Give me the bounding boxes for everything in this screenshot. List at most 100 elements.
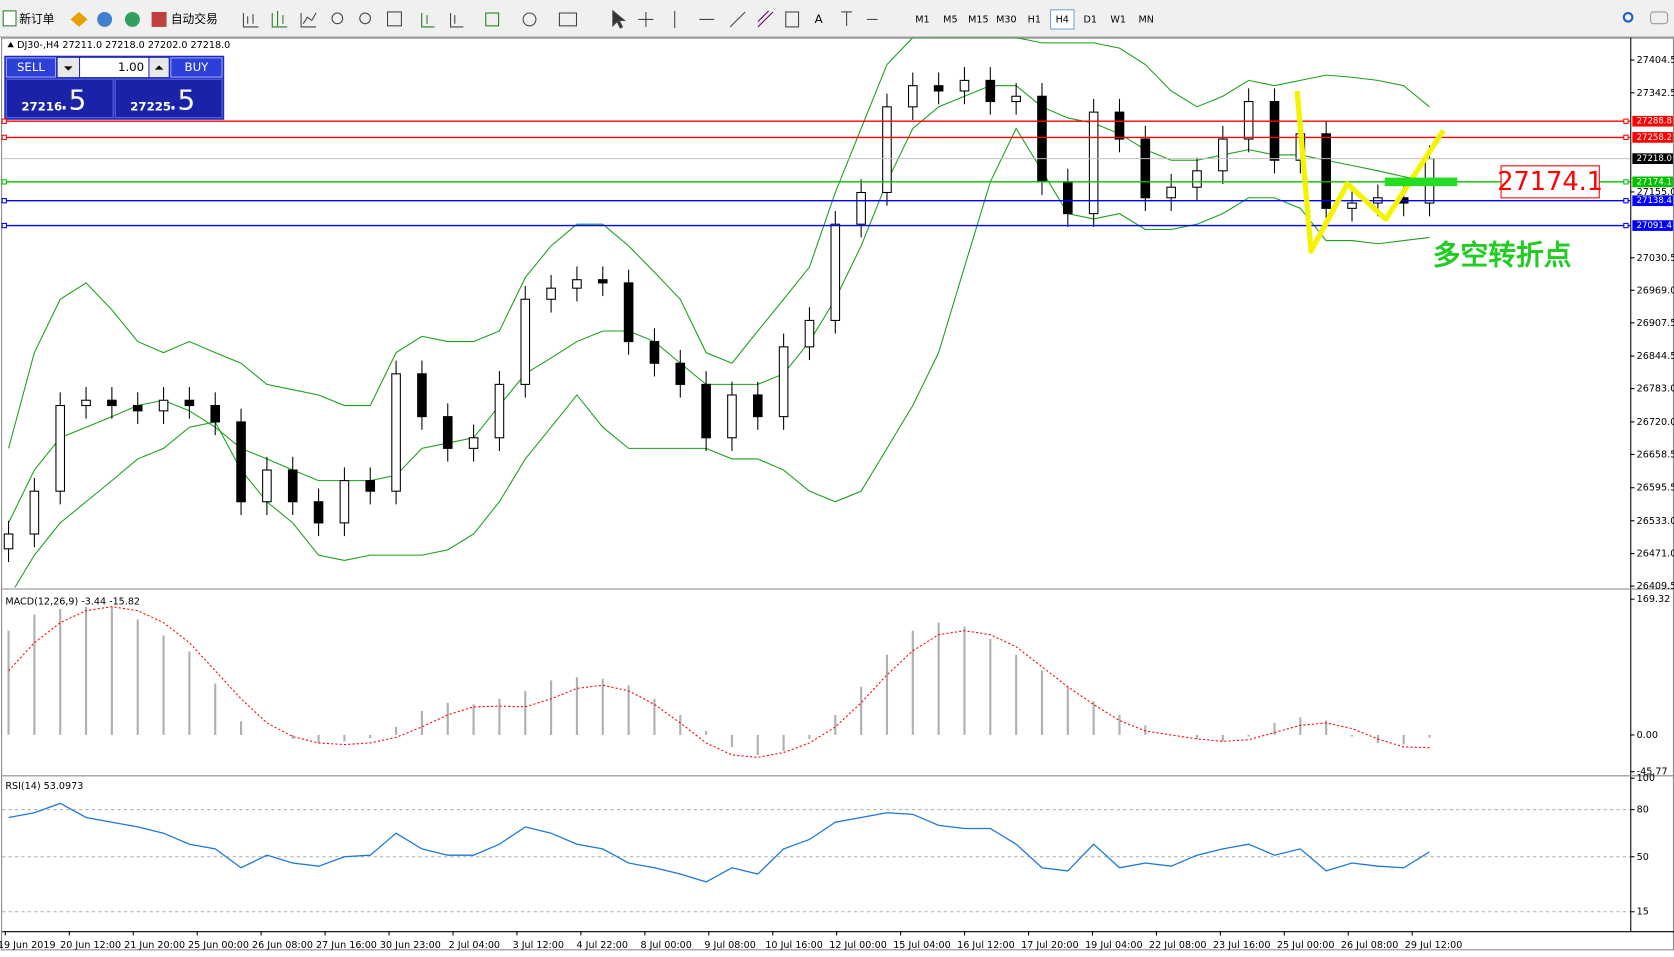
level-label: 27091.4: [1637, 221, 1672, 231]
level-marker: [1623, 222, 1629, 229]
y-tick-label: 26533.0: [1637, 516, 1674, 527]
y-tick-label: -45.77: [1637, 767, 1668, 778]
sell-price-small[interactable]: .5: [60, 84, 86, 117]
turning-point-bar: [1384, 177, 1458, 187]
candle-body: [856, 191, 866, 225]
level-label: 27288.8: [1637, 117, 1672, 127]
candle-body: [597, 279, 608, 284]
y-tick-label: 26844.5: [1637, 351, 1674, 362]
y-tick-label: 26595.5: [1637, 483, 1674, 494]
y-tick-label: 27342.5: [1637, 88, 1674, 99]
current-price-label: 27218.0: [1637, 154, 1672, 164]
buy-price-box[interactable]: [114, 78, 223, 119]
timeframe[interactable]: MN: [1138, 14, 1153, 25]
candle-body: [752, 394, 763, 418]
candle-body: [494, 383, 505, 439]
y-tick-label: 27404.5: [1637, 55, 1674, 66]
candle-body: [417, 373, 427, 418]
candle-body: [959, 79, 970, 92]
timeframe[interactable]: M15: [968, 14, 989, 25]
level-marker: [1, 134, 7, 141]
candle-body: [442, 416, 453, 449]
level-label: 27138.4: [1637, 196, 1672, 206]
candle-body: [727, 394, 737, 439]
candle-body: [1192, 170, 1202, 188]
new-order[interactable]: 新订单: [19, 12, 54, 26]
candle-body: [701, 383, 711, 439]
candle-body: [3, 533, 14, 550]
timeframe[interactable]: W1: [1110, 14, 1126, 25]
x-tick-label: 19 Jul 04:00: [1085, 940, 1143, 951]
y-tick-label: 100: [1637, 773, 1655, 784]
icon[interactable]: [70, 11, 88, 27]
macd-header: MACD(12,26,9) -3.44 -15.82: [5, 596, 140, 607]
macd-signal: [8, 606, 1430, 758]
candle-body: [107, 399, 117, 407]
turning-point-text: 多空转折点: [1433, 239, 1572, 272]
y-tick-label: 26720.0: [1637, 417, 1674, 428]
timeframe[interactable]: H1: [1028, 14, 1041, 25]
timeframe[interactable]: H4: [1056, 14, 1069, 25]
sell-price[interactable]: 27216: [21, 99, 62, 113]
level-label-bg: [1632, 220, 1673, 231]
x-tick-label: 22 Jul 08:00: [1149, 940, 1207, 951]
candle-body: [1088, 111, 1099, 215]
x-tick-label: 19 Jun 2019: [0, 940, 56, 951]
timeframe[interactable]: M5: [943, 14, 957, 25]
x-tick-label: 15 Jul 04:00: [893, 940, 951, 951]
auto-trading-icon[interactable]: [151, 11, 167, 27]
timeframe[interactable]: D1: [1083, 14, 1097, 25]
y-tick-label: 15: [1637, 907, 1649, 918]
icon[interactable]: [97, 11, 113, 27]
y-tick-label: 27030.5: [1637, 253, 1674, 264]
chart-header: DJ30-,H4 27211.0 27218.0 27202.0 27218.0: [17, 40, 230, 51]
auto-trading[interactable]: 自动交易: [171, 12, 218, 26]
level-marker: [1623, 179, 1629, 185]
current-price-bg: [1632, 153, 1673, 164]
text-tool[interactable]: A: [815, 12, 823, 26]
sell-label[interactable]: SELL: [17, 60, 45, 74]
x-tick-label: 30 Jun 23:00: [380, 940, 441, 951]
candle-body: [985, 79, 996, 103]
new-order-icon[interactable]: [2, 10, 17, 27]
level-marker: [1, 118, 7, 124]
buy-price-small[interactable]: .5: [169, 84, 195, 117]
bollinger-upper: [8, 37, 1430, 449]
x-tick-label: 16 Jul 12:00: [957, 940, 1015, 951]
candle-body: [1140, 138, 1151, 199]
volume[interactable]: 1.00: [118, 60, 144, 74]
rsi-header: RSI(14) 53.0973: [5, 781, 83, 792]
y-tick-label: 80: [1637, 805, 1649, 816]
candle-body: [313, 501, 324, 524]
candle-body: [339, 480, 350, 524]
level-label-bg: [1632, 195, 1673, 207]
y-tick-label: 50: [1637, 852, 1649, 863]
price-box: [1500, 165, 1600, 199]
y-tick-label: 26783.0: [1637, 384, 1674, 395]
candle-body: [81, 399, 91, 407]
x-tick-label: 17 Jul 20:00: [1021, 940, 1079, 951]
level-label-bg: [1632, 176, 1673, 188]
buy-button[interactable]: [170, 57, 223, 78]
timeframe[interactable]: M1: [915, 14, 929, 25]
sell-price-box[interactable]: [5, 78, 114, 119]
chat-icon[interactable]: [1649, 11, 1669, 25]
timeframe[interactable]: M30: [996, 14, 1017, 25]
arrow: [154, 65, 164, 70]
search-icon[interactable]: [1622, 11, 1634, 23]
buy-price[interactable]: 27225: [130, 99, 171, 113]
candle-body: [1218, 138, 1228, 172]
candle-body: [907, 85, 918, 108]
sell-button[interactable]: [5, 57, 57, 78]
buy-label[interactable]: BUY: [185, 60, 210, 74]
level-label-bg: [1632, 132, 1673, 143]
candle-body: [623, 282, 634, 343]
volume-input[interactable]: [80, 57, 149, 78]
icon[interactable]: [124, 11, 140, 27]
candle-body: [262, 469, 272, 503]
y-tick-label: 26471.0: [1637, 549, 1674, 560]
x-tick-label: 3 Jul 12:00: [513, 940, 564, 951]
candle-body: [778, 346, 789, 418]
